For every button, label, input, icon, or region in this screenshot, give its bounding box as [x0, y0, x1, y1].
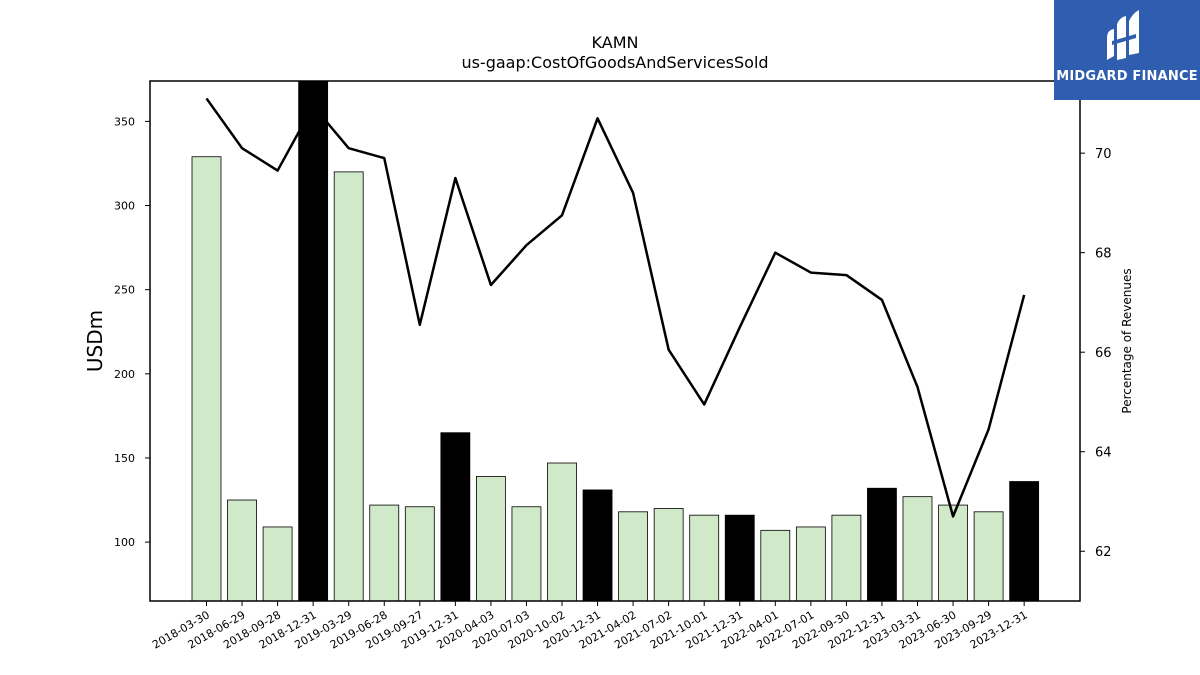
y-tick-label: 250: [114, 284, 135, 297]
bar: [191, 156, 222, 602]
y2-axis-label: Percentage of Revenues: [1120, 268, 1134, 413]
y-tick-label: 100: [114, 536, 135, 549]
y-tick-label: 350: [114, 115, 135, 128]
bar: [938, 504, 968, 602]
bar: [369, 504, 400, 602]
bar: [867, 487, 897, 602]
bar: [404, 506, 435, 602]
left-axis-ticks: 100 150 200 250 300 350: [114, 115, 150, 549]
plot-border: [149, 80, 1081, 602]
brand-name: MIDGARD FINANCE: [1056, 69, 1198, 84]
percentage-line: [205, 97, 1026, 518]
bar: [902, 496, 933, 602]
bar: [298, 80, 329, 602]
x-axis-ticks: 2018-03-302018-06-292018-09-282018-12-31…: [150, 601, 1030, 652]
bar: [1009, 481, 1040, 602]
y2-tick-label: 62: [1095, 545, 1112, 560]
y2-tick-label: 68: [1095, 247, 1112, 262]
y-axis-label: USDm: [83, 310, 107, 372]
bar: [760, 529, 791, 602]
y-tick-label: 150: [114, 452, 135, 465]
bar: [475, 476, 506, 602]
bar: [618, 511, 648, 602]
y-tick-label: 300: [114, 200, 135, 213]
bar: [511, 506, 542, 602]
chart-subtitle: us-gaap:CostOfGoodsAndServicesSold: [461, 53, 768, 72]
midgard-logo-icon: [1107, 10, 1139, 60]
bar: [333, 171, 364, 602]
bar: [724, 514, 755, 602]
bar: [689, 514, 720, 602]
bar: [227, 499, 257, 602]
bar: [440, 432, 471, 602]
bar: [653, 508, 684, 602]
bar-series: [191, 80, 1040, 602]
bar: [262, 526, 293, 602]
y2-tick-label: 66: [1095, 346, 1112, 361]
right-axis-ticks: 62 64 66 68 70: [1080, 147, 1112, 560]
chart-title: KAMN: [592, 33, 639, 52]
bar: [973, 511, 1004, 602]
brand-logo: MIDGARD FINANCE: [1054, 0, 1200, 100]
plot-frame: [149, 80, 1081, 602]
bar: [582, 489, 613, 602]
bar: [795, 526, 826, 602]
bar: [831, 514, 862, 602]
line-series: [205, 97, 1026, 518]
y2-tick-label: 64: [1095, 446, 1112, 461]
bar: [547, 462, 577, 602]
y2-tick-label: 70: [1095, 147, 1112, 162]
y-tick-label: 200: [114, 368, 135, 381]
